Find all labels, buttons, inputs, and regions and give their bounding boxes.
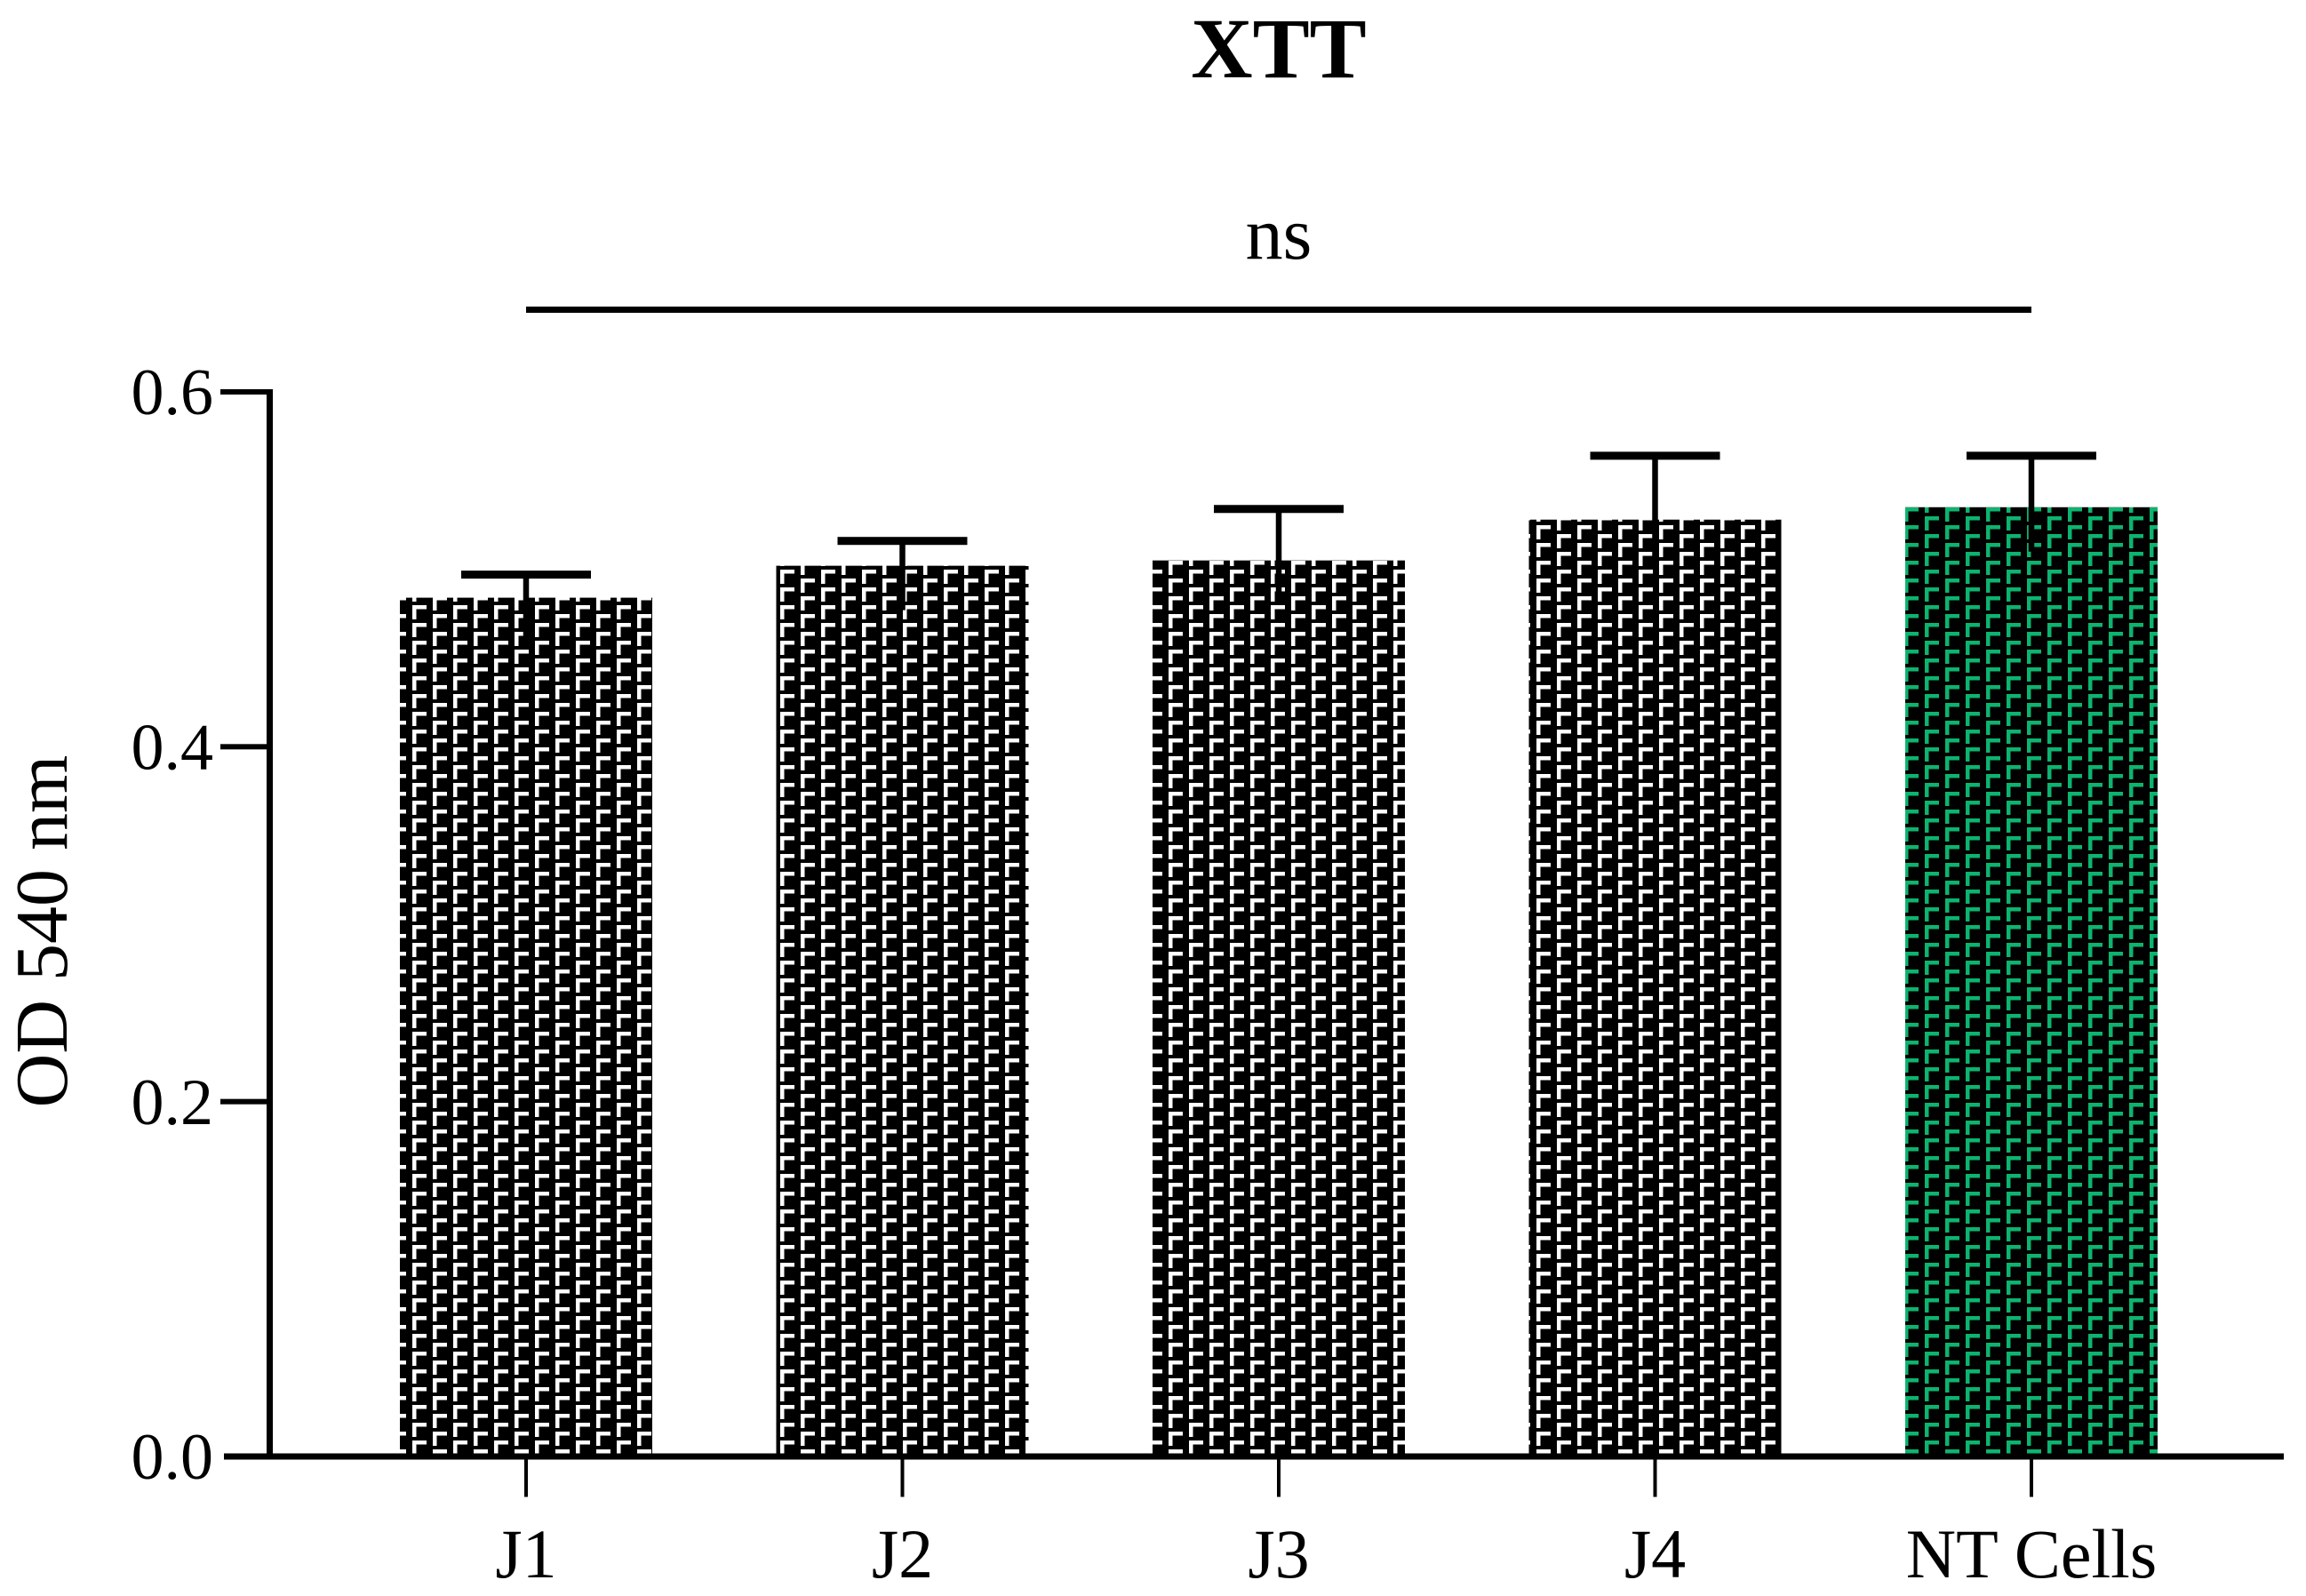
x-tick-J2 bbox=[900, 1459, 905, 1497]
error-bar-cap-J1 bbox=[461, 571, 591, 579]
error-bar-cap-NT-Cells bbox=[1967, 451, 2096, 460]
y-axis bbox=[267, 388, 273, 1460]
bar-J1 bbox=[400, 597, 652, 1459]
bar-J2 bbox=[776, 565, 1029, 1459]
y-tick-label-0.4: 0.4 bbox=[132, 711, 214, 784]
x-tick-J4 bbox=[1653, 1459, 1657, 1497]
x-axis bbox=[224, 1453, 2284, 1460]
y-axis-label: OD 540 nm bbox=[1, 754, 84, 1108]
error-bar-stem-J2 bbox=[899, 540, 906, 610]
x-tick-J3 bbox=[1277, 1459, 1281, 1497]
x-label-J1: J1 bbox=[495, 1515, 556, 1592]
bar-J3 bbox=[1153, 560, 1405, 1459]
y-tick-label-0.0: 0.0 bbox=[132, 1421, 214, 1494]
bar-NT-Cells bbox=[1905, 507, 2158, 1459]
y-tick-0.4 bbox=[220, 744, 267, 750]
bar-J4 bbox=[1528, 519, 1782, 1459]
error-bar-cap-J3 bbox=[1214, 505, 1344, 514]
significance-line bbox=[526, 307, 2031, 313]
error-bar-cap-J2 bbox=[837, 537, 968, 546]
error-bar-stem-NT-Cells bbox=[2028, 455, 2035, 552]
y-tick-0.2 bbox=[220, 1098, 267, 1105]
y-tick-label-0.6: 0.6 bbox=[132, 356, 214, 429]
significance-label: ns bbox=[1245, 193, 1313, 275]
error-bar-cap-J4 bbox=[1590, 451, 1720, 460]
y-tick-label-0.2: 0.2 bbox=[132, 1066, 214, 1139]
error-bar-stem-J1 bbox=[523, 574, 530, 642]
y-tick-0.6 bbox=[220, 388, 267, 395]
x-label-J2: J2 bbox=[872, 1515, 933, 1592]
error-bar-stem-J4 bbox=[1652, 455, 1658, 564]
x-label-J3: J3 bbox=[1248, 1515, 1309, 1592]
x-tick-NT-Cells bbox=[2030, 1459, 2033, 1497]
x-label-J4: J4 bbox=[1624, 1515, 1686, 1592]
x-tick-J1 bbox=[524, 1459, 528, 1497]
error-bar-stem-J3 bbox=[1275, 508, 1282, 605]
chart-title: XTT bbox=[1191, 1, 1367, 96]
x-label-NT-Cells: NT Cells bbox=[1906, 1515, 2157, 1592]
